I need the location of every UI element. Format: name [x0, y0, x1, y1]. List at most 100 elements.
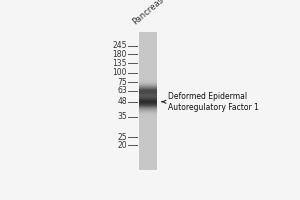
Bar: [139, 155, 157, 156]
Bar: [139, 64, 157, 65]
Bar: [139, 169, 157, 170]
Bar: [139, 104, 157, 105]
Bar: [139, 43, 157, 44]
Bar: [139, 75, 157, 76]
Bar: [139, 138, 157, 139]
Bar: [139, 123, 157, 124]
Bar: [139, 120, 157, 121]
Bar: [139, 71, 157, 72]
Bar: [139, 134, 157, 135]
Bar: [139, 138, 157, 139]
Bar: [139, 110, 157, 111]
Bar: [139, 101, 157, 102]
Bar: [139, 52, 157, 53]
Bar: [139, 90, 157, 91]
Bar: [139, 151, 157, 152]
Bar: [139, 102, 157, 103]
Bar: [139, 88, 157, 89]
Bar: [139, 145, 157, 146]
Bar: [139, 124, 157, 125]
Bar: [139, 97, 157, 98]
Bar: [139, 94, 157, 95]
Bar: [139, 115, 157, 116]
Bar: [139, 112, 157, 113]
Bar: [139, 106, 157, 107]
Bar: [139, 149, 157, 150]
Bar: [139, 69, 157, 70]
Bar: [139, 47, 157, 48]
Bar: [139, 127, 157, 128]
Bar: [139, 109, 157, 110]
Bar: [139, 142, 157, 143]
Bar: [139, 40, 157, 41]
Bar: [139, 113, 157, 114]
Bar: [139, 163, 157, 164]
Bar: [139, 47, 157, 48]
Bar: [139, 103, 157, 104]
Bar: [139, 77, 157, 78]
Bar: [139, 59, 157, 60]
Bar: [139, 92, 157, 93]
Bar: [139, 163, 157, 164]
Bar: [139, 119, 157, 120]
Bar: [139, 78, 157, 79]
Text: 63: 63: [117, 86, 127, 95]
Bar: [139, 66, 157, 67]
Text: 35: 35: [117, 112, 127, 121]
Bar: [139, 53, 157, 54]
Bar: [139, 66, 157, 67]
Bar: [139, 139, 157, 140]
Bar: [139, 76, 157, 77]
Bar: [139, 96, 157, 97]
Bar: [139, 84, 157, 85]
Bar: [139, 52, 157, 53]
Bar: [139, 132, 157, 133]
Bar: [139, 141, 157, 142]
Bar: [139, 37, 157, 38]
Bar: [139, 162, 157, 163]
Bar: [139, 89, 157, 90]
Bar: [139, 62, 157, 63]
Bar: [139, 34, 157, 35]
Bar: [139, 72, 157, 73]
Bar: [139, 38, 157, 39]
Bar: [139, 93, 157, 94]
Bar: [139, 73, 157, 74]
Text: 245: 245: [112, 41, 127, 50]
Bar: [139, 96, 157, 97]
Bar: [139, 130, 157, 131]
Bar: [139, 161, 157, 162]
Bar: [139, 89, 157, 90]
Bar: [139, 111, 157, 112]
Bar: [139, 83, 157, 84]
Bar: [139, 135, 157, 136]
Bar: [139, 118, 157, 119]
Bar: [139, 125, 157, 126]
Bar: [139, 146, 157, 147]
Bar: [139, 165, 157, 166]
Bar: [139, 108, 157, 109]
Bar: [139, 121, 157, 122]
Bar: [139, 77, 157, 78]
Bar: [139, 53, 157, 54]
Bar: [139, 100, 157, 101]
Bar: [139, 95, 157, 96]
Bar: [139, 57, 157, 58]
Bar: [139, 164, 157, 165]
Bar: [139, 95, 157, 96]
Bar: [139, 140, 157, 141]
Bar: [139, 87, 157, 88]
Bar: [139, 125, 157, 126]
Bar: [139, 45, 157, 46]
Bar: [139, 107, 157, 108]
Bar: [139, 157, 157, 158]
Bar: [139, 60, 157, 61]
Bar: [139, 71, 157, 72]
Bar: [139, 85, 157, 86]
Bar: [139, 136, 157, 137]
Bar: [139, 102, 157, 103]
Bar: [139, 32, 157, 33]
Bar: [139, 68, 157, 69]
Text: 180: 180: [112, 50, 127, 59]
Bar: [139, 168, 157, 169]
